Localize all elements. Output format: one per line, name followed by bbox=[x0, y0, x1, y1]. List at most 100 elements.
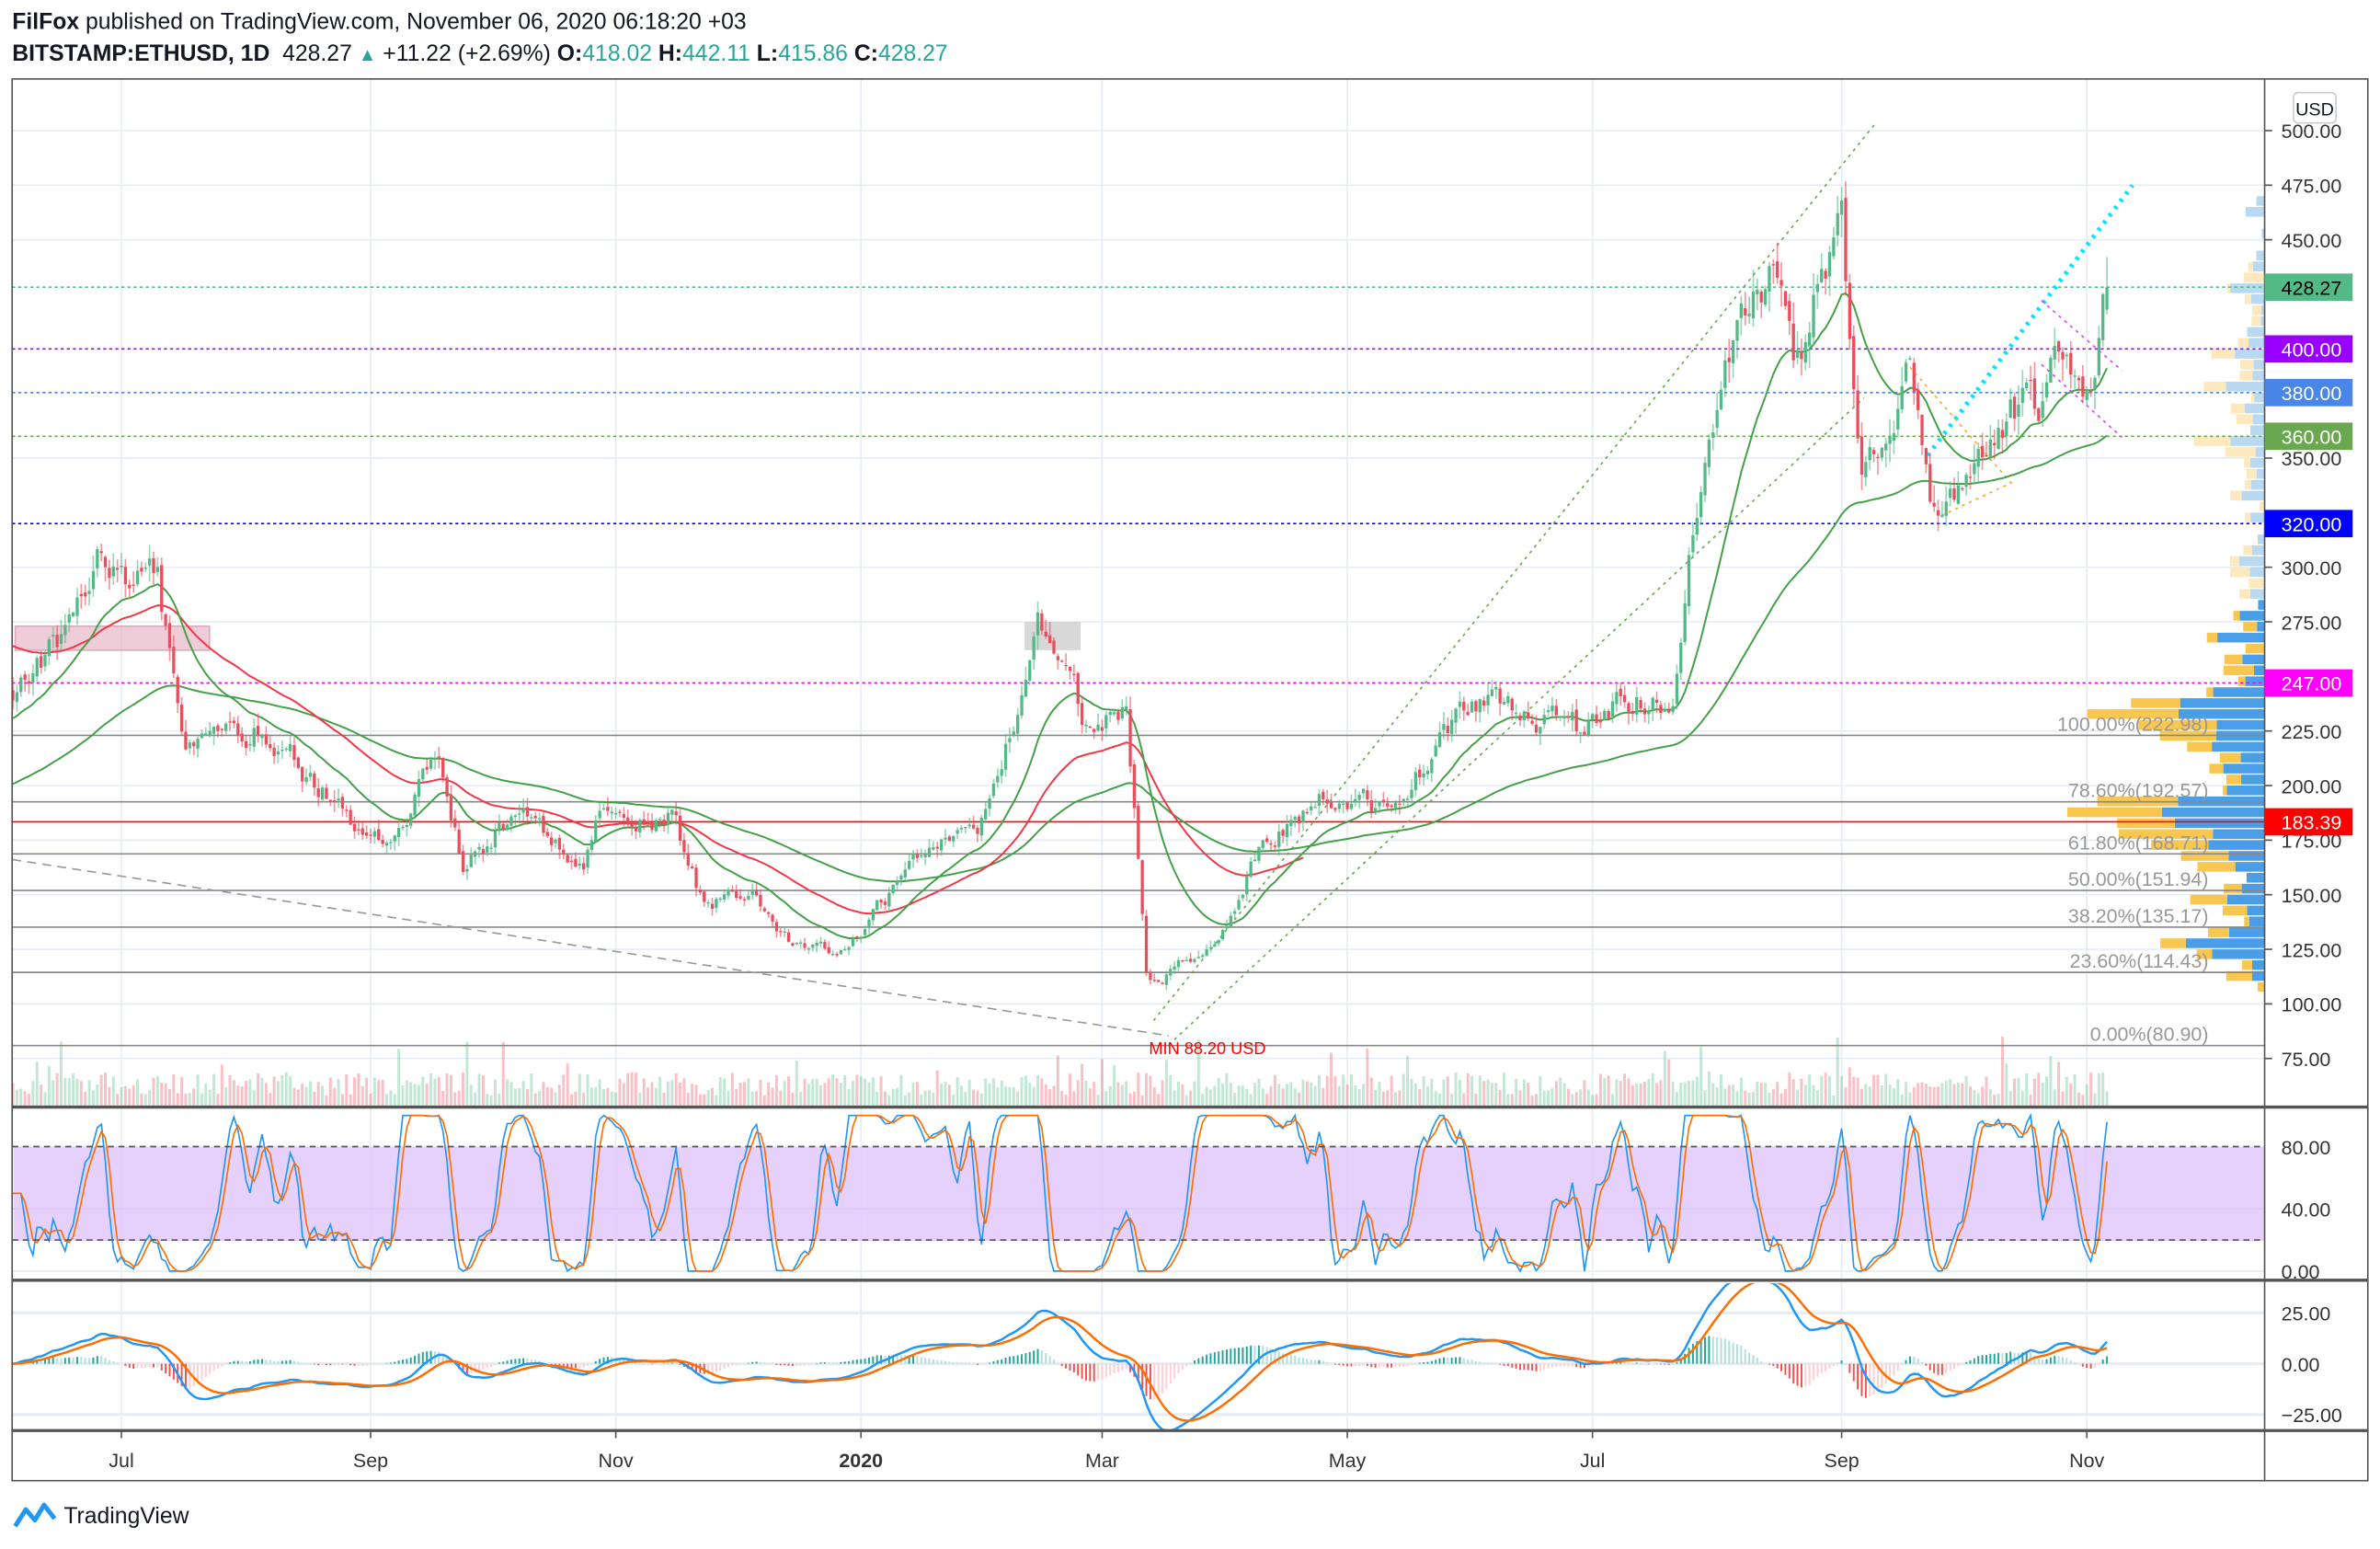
volume-bar bbox=[1506, 1094, 1510, 1106]
candle-body bbox=[1237, 900, 1241, 910]
volume-bar bbox=[308, 1081, 312, 1106]
candle-body bbox=[1220, 929, 1225, 940]
candle-body bbox=[12, 690, 15, 701]
high-value: 442.11 bbox=[682, 40, 750, 67]
candle-body bbox=[1152, 980, 1156, 981]
candle-body bbox=[360, 828, 364, 835]
tradingview-brand[interactable]: TradingView bbox=[12, 1500, 189, 1531]
candle-body bbox=[393, 835, 396, 842]
volume-bar bbox=[654, 1087, 658, 1106]
volume-bar bbox=[160, 1083, 164, 1106]
time-label: May bbox=[1329, 1450, 1367, 1472]
macd-pane[interactable] bbox=[12, 1275, 2109, 1430]
volume-bar bbox=[272, 1076, 276, 1106]
volume-bar bbox=[445, 1073, 449, 1106]
volume-bar bbox=[811, 1078, 815, 1106]
candle-body bbox=[91, 570, 96, 590]
candle-body bbox=[1149, 971, 1152, 981]
volume-profile-down-bar bbox=[2259, 501, 2265, 512]
cyan-trend-line bbox=[1926, 183, 2134, 457]
candle-body bbox=[2069, 352, 2073, 375]
volume-bar bbox=[1173, 1090, 1176, 1106]
volume-bar bbox=[321, 1085, 325, 1106]
volume-bar bbox=[847, 1088, 851, 1106]
volume-bar bbox=[1623, 1073, 1627, 1106]
volume-bar bbox=[964, 1092, 967, 1106]
volume-profile-down-bar bbox=[2196, 949, 2213, 959]
stoch-band bbox=[13, 1146, 2265, 1241]
volume-bar bbox=[1342, 1074, 1345, 1106]
ema-50-line bbox=[12, 604, 1304, 915]
candle-body bbox=[248, 743, 252, 746]
candle-body bbox=[1550, 706, 1554, 712]
volume-bar bbox=[1859, 1088, 1863, 1106]
candle-body bbox=[1699, 491, 1703, 518]
candle-body bbox=[1233, 911, 1237, 914]
volume-bar bbox=[521, 1081, 525, 1106]
volume-bar bbox=[40, 1084, 43, 1106]
volume-bar bbox=[72, 1073, 75, 1106]
volume-bar bbox=[1454, 1072, 1458, 1106]
candle-body bbox=[1422, 774, 1425, 778]
price-pane[interactable]: 100.00%(222.98) 78.60%(192.57) 61.80%(168.… bbox=[11, 123, 2265, 1106]
symbol-legend: BITSTAMP:ETHUSD, 1D 428.27 ▲ +11.22 (+2.… bbox=[12, 41, 947, 67]
symbol-name[interactable]: BITSTAMP:ETHUSD, 1D bbox=[12, 40, 270, 67]
candle-body bbox=[1932, 502, 1936, 507]
candle-body bbox=[1783, 291, 1788, 306]
volume-bar bbox=[1330, 1052, 1333, 1106]
candle-body bbox=[1357, 795, 1361, 800]
candle-body bbox=[75, 597, 79, 616]
candle-body bbox=[1723, 360, 1727, 388]
volume-bar bbox=[257, 1073, 260, 1106]
candle-body bbox=[1132, 764, 1137, 809]
candle-body bbox=[1164, 974, 1169, 985]
candle-body bbox=[1788, 301, 1791, 321]
volume-profile-up-bar bbox=[2256, 250, 2265, 261]
currency-badge[interactable] bbox=[2293, 91, 2337, 124]
candle-body bbox=[473, 851, 477, 857]
candle-body bbox=[1591, 714, 1595, 719]
open-value: 418.02 bbox=[582, 40, 653, 67]
candle-body bbox=[224, 723, 228, 731]
volume-bar bbox=[1651, 1073, 1654, 1106]
candle-body bbox=[369, 834, 372, 836]
candle-body bbox=[429, 760, 433, 769]
volume-bar bbox=[1486, 1079, 1490, 1106]
candle-body bbox=[364, 832, 369, 836]
author-name[interactable]: FilFox bbox=[12, 8, 80, 35]
volume-bar bbox=[1004, 1086, 1008, 1106]
volume-profile-up-bar bbox=[2230, 283, 2265, 293]
volume-profile-down-bar bbox=[2257, 981, 2265, 993]
volume-profile-up-bar bbox=[2253, 665, 2265, 676]
volume-profile-down-bar bbox=[2244, 916, 2249, 926]
stoch-rsi-pane[interactable] bbox=[13, 1112, 2108, 1273]
volume-bar bbox=[1093, 1081, 1096, 1106]
candle-body bbox=[1297, 816, 1301, 823]
volume-bar bbox=[2053, 1089, 2056, 1106]
candle-body bbox=[2029, 379, 2032, 382]
candle-body bbox=[525, 807, 530, 817]
triangle-pattern-line bbox=[1904, 361, 2013, 518]
volume-bar bbox=[1836, 1037, 1839, 1106]
candle-body bbox=[1776, 261, 1779, 279]
time-label: Sep bbox=[353, 1450, 388, 1472]
volume-bar bbox=[574, 1091, 578, 1106]
candle-body bbox=[747, 895, 750, 900]
volume-bar bbox=[771, 1087, 774, 1106]
candle-body bbox=[1125, 706, 1128, 710]
volume-profile-down-bar bbox=[2151, 840, 2209, 850]
volume-profile-down-bar bbox=[2239, 371, 2253, 381]
volume-bar bbox=[2008, 1091, 2012, 1106]
volume-profile-up-bar bbox=[2180, 698, 2265, 708]
volume-bar bbox=[1542, 1090, 1546, 1106]
candle-body bbox=[1610, 701, 1615, 717]
candle-body bbox=[320, 787, 325, 800]
candle-body bbox=[1868, 447, 1871, 461]
candle-body bbox=[292, 745, 296, 761]
candle-body bbox=[1193, 958, 1196, 962]
volume-bar bbox=[2020, 1090, 2024, 1106]
volume-bar bbox=[513, 1088, 517, 1106]
candle-body bbox=[1317, 794, 1322, 807]
volume-bar bbox=[1490, 1083, 1493, 1106]
